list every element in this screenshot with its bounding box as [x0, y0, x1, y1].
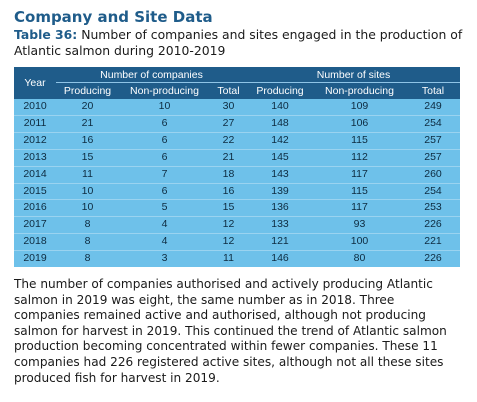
table-cell: 106 — [313, 114, 406, 133]
table-row: 2018 8 4 12 121 100 221 — [14, 233, 460, 251]
table-cell: 4 — [119, 233, 210, 251]
table-cell: 93 — [313, 216, 406, 234]
column-header: Producing — [56, 82, 119, 99]
table-cell: 12 — [210, 233, 247, 251]
table-cell: 136 — [247, 199, 313, 217]
table-cell: 22 — [210, 131, 247, 150]
sites-group-header: Number of sites — [247, 67, 460, 83]
body-paragraph-block: The number of companies authorised and a… — [14, 277, 462, 386]
year-cell: 2011 — [14, 114, 56, 133]
table-cell: 6 — [119, 131, 210, 150]
table-cell: 143 — [247, 165, 313, 184]
year-cell: 2018 — [14, 233, 56, 251]
table-cell: 6 — [119, 182, 210, 200]
table-cell: 254 — [406, 114, 460, 133]
table-cell: 148 — [247, 114, 313, 133]
table-caption: Table 36: Number of companies and sites … — [14, 27, 464, 59]
table-cell: 7 — [119, 165, 210, 184]
companies-group-header: Number of companies — [56, 67, 247, 83]
year-cell: 2016 — [14, 199, 56, 217]
table-number: Table 36: — [14, 27, 78, 42]
year-cell: 2017 — [14, 216, 56, 234]
table-cell: 6 — [119, 114, 210, 133]
table-cell: 249 — [406, 99, 460, 116]
section-heading: Company and Site Data — [14, 8, 213, 26]
table-cell: 80 — [313, 250, 406, 268]
table-cell: 6 — [119, 148, 210, 167]
table-cell: 146 — [247, 250, 313, 268]
table-cell: 100 — [313, 233, 406, 251]
table-cell: 16 — [210, 182, 247, 200]
table-cell: 221 — [406, 233, 460, 251]
table-cell: 4 — [119, 216, 210, 234]
table-cell: 10 — [119, 99, 210, 116]
table-cell: 133 — [247, 216, 313, 234]
year-cell: 2010 — [14, 99, 56, 116]
table-cell: 254 — [406, 182, 460, 200]
year-header: Year — [14, 67, 56, 99]
table-cell: 11 — [56, 165, 119, 184]
table-cell: 226 — [406, 250, 460, 268]
column-header: Total — [210, 82, 247, 99]
table-row: 2010 20 10 30 140 109 249 — [14, 99, 460, 116]
table-cell: 109 — [313, 99, 406, 116]
table-row: 2014 11 7 18 143 117 260 — [14, 165, 460, 184]
table-cell: 8 — [56, 233, 119, 251]
table-cell: 30 — [210, 99, 247, 116]
table-cell: 117 — [313, 165, 406, 184]
table-row: 2016 10 5 15 136 117 253 — [14, 199, 460, 217]
column-header: Non-producing — [119, 82, 210, 99]
table-cell: 21 — [210, 148, 247, 167]
column-header: Non-producing — [313, 82, 406, 99]
table-cell: 8 — [56, 250, 119, 268]
body-paragraph: The number of companies authorised and a… — [14, 277, 447, 385]
table-cell: 121 — [247, 233, 313, 251]
table-cell: 11 — [210, 250, 247, 268]
table-cell: 12 — [210, 216, 247, 234]
table-cell: 257 — [406, 131, 460, 150]
table-caption-text: Number of companies and sites engaged in… — [14, 27, 463, 58]
table-cell: 3 — [119, 250, 210, 268]
document-section: Company and Site Data Table 36: Number o… — [14, 8, 464, 386]
table-cell: 15 — [56, 148, 119, 167]
table-row: 2012 16 6 22 142 115 257 — [14, 131, 460, 150]
year-cell: 2019 — [14, 250, 56, 268]
table-cell: 145 — [247, 148, 313, 167]
table-cell: 260 — [406, 165, 460, 184]
table-cell: 112 — [313, 148, 406, 167]
table-cell: 27 — [210, 114, 247, 133]
table-cell: 142 — [247, 131, 313, 150]
column-header: Producing — [247, 82, 313, 99]
table-row: 2017 8 4 12 133 93 226 — [14, 216, 460, 234]
table-row: 2013 15 6 21 145 112 257 — [14, 148, 460, 167]
table-cell: 20 — [56, 99, 119, 116]
table-cell: 139 — [247, 182, 313, 200]
table-cell: 10 — [56, 199, 119, 217]
table-cell: 117 — [313, 199, 406, 217]
table-cell: 5 — [119, 199, 210, 217]
table-cell: 115 — [313, 131, 406, 150]
year-cell: 2014 — [14, 165, 56, 184]
year-cell: 2012 — [14, 131, 56, 150]
table-cell: 18 — [210, 165, 247, 184]
table-cell: 253 — [406, 199, 460, 217]
table-cell: 8 — [56, 216, 119, 234]
table-cell: 115 — [313, 182, 406, 200]
table-cell: 16 — [56, 131, 119, 150]
table-cell: 10 — [56, 182, 119, 200]
table-row: 2019 8 3 11 146 80 226 — [14, 250, 460, 268]
table-cell: 226 — [406, 216, 460, 234]
table-row: 2011 21 6 27 148 106 254 — [14, 114, 460, 133]
table-row: 2015 10 6 16 139 115 254 — [14, 182, 460, 200]
column-header: Total — [406, 82, 460, 99]
table-cell: 21 — [56, 114, 119, 133]
year-cell: 2015 — [14, 182, 56, 200]
company-site-table: Year Number of companies Number of sites… — [14, 67, 460, 268]
year-cell: 2013 — [14, 148, 56, 167]
table-cell: 140 — [247, 99, 313, 116]
table-cell: 257 — [406, 148, 460, 167]
table-cell: 15 — [210, 199, 247, 217]
